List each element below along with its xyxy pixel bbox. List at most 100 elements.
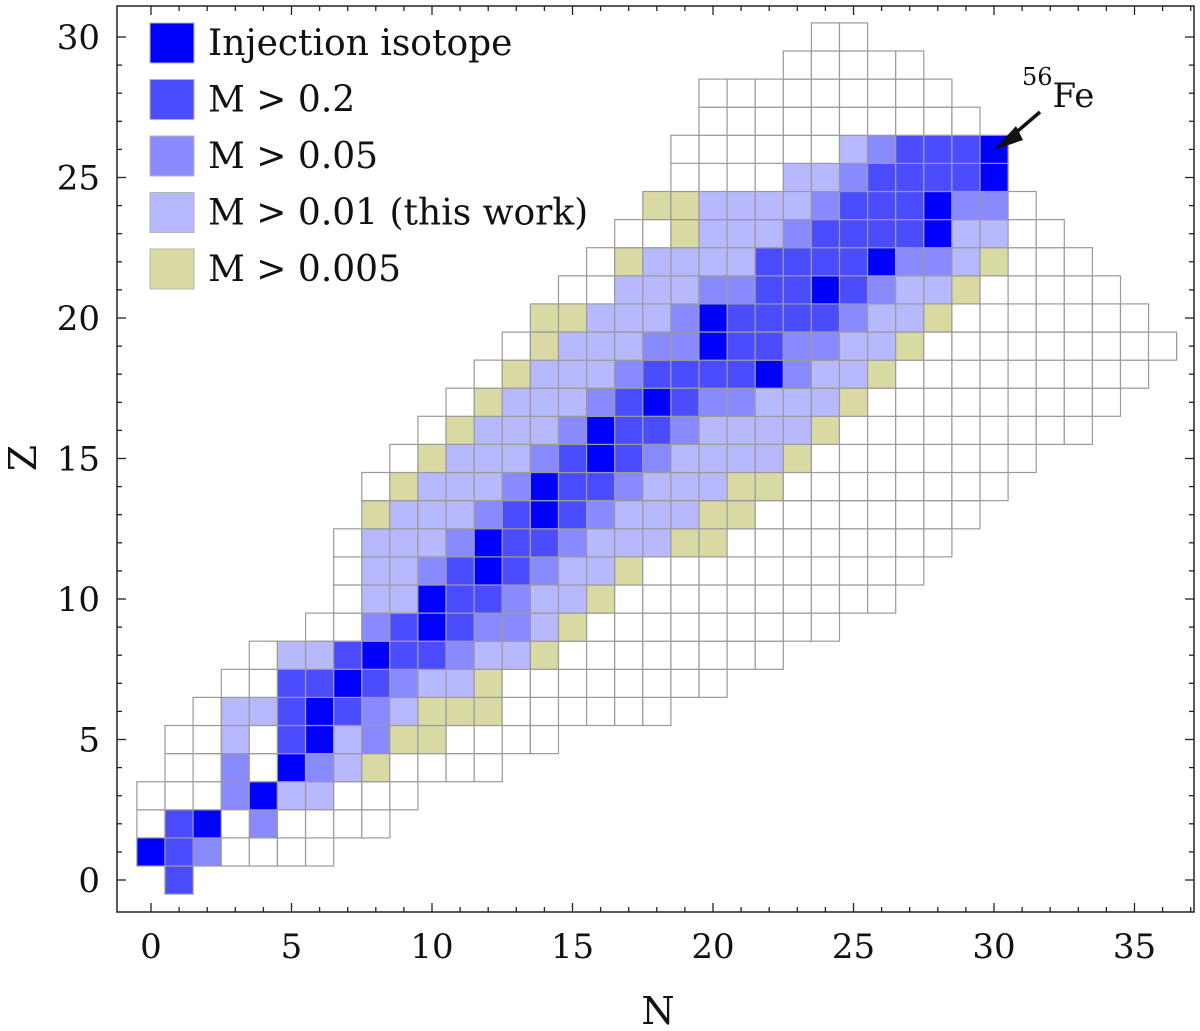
isotope-cell-none [866, 443, 897, 474]
legend-label: Injection isotope [208, 23, 512, 64]
isotope-cell-m02 [305, 668, 335, 698]
isotope-cell-none [951, 443, 981, 474]
isotope-cell-m0005 [614, 556, 644, 586]
isotope-cell-none [192, 781, 222, 811]
isotope-cell-injection [698, 331, 728, 361]
isotope-cell-m02 [614, 387, 644, 417]
isotope-cell-none [782, 106, 812, 136]
isotope-cell-none [501, 696, 531, 727]
legend-label: M > 0.01 (this work) [208, 193, 588, 234]
isotope-cell-m02 [782, 303, 812, 333]
isotope-cell-m001 [895, 303, 925, 333]
isotope-cell-none [220, 668, 251, 698]
isotope-cell-none [1119, 303, 1150, 333]
isotope-cell-m001 [670, 500, 700, 530]
isotope-cell-none [136, 781, 166, 811]
isotope-cell-none [951, 471, 981, 502]
isotope-cell-none [782, 471, 812, 502]
isotope-cell-m001 [698, 190, 728, 221]
isotope-cell-m005 [670, 303, 700, 333]
isotope-cell-m02 [726, 359, 756, 389]
isotope-cell-m0005 [866, 359, 897, 389]
isotope-cell-none [642, 219, 672, 249]
isotope-cell-none [445, 724, 475, 755]
legend-label: M > 0.05 [208, 136, 378, 177]
isotope-cell-none [1063, 415, 1094, 445]
isotope-cell-m0005 [417, 724, 447, 755]
isotope-cell-none [810, 612, 841, 642]
isotope-cell-none [951, 106, 981, 136]
isotope-cell-none [164, 781, 194, 811]
isotope-cell-m0005 [389, 471, 419, 502]
isotope-cell-m001 [501, 387, 531, 417]
annotation-element: Fe [1053, 76, 1095, 116]
x-tick-label: 35 [1113, 927, 1156, 967]
isotope-cell-m0005 [782, 443, 812, 474]
isotope-cell-m02 [276, 696, 307, 727]
isotope-cell-none [923, 106, 953, 136]
isotope-cell-m02 [557, 443, 588, 474]
isotope-cell-m02 [389, 640, 419, 670]
isotope-cell-none [417, 752, 447, 783]
isotope-cell-m02 [529, 528, 560, 558]
isotope-cell-m001 [220, 696, 251, 727]
isotope-cell-none [529, 696, 560, 727]
isotope-cell-m001 [838, 134, 869, 165]
y-tick-label: 30 [57, 18, 100, 58]
isotope-cell-none [1035, 331, 1065, 361]
isotope-cell-none [726, 162, 756, 193]
isotope-cell-injection [866, 247, 897, 277]
isotope-cell-m001 [361, 528, 391, 558]
isotope-cell-m001 [614, 331, 644, 361]
isotope-cell-m001 [951, 219, 981, 249]
x-tick-label: 0 [140, 927, 162, 967]
y-tick-label: 5 [78, 721, 100, 761]
isotope-cell-none [1063, 387, 1094, 417]
isotope-cell-none [810, 106, 841, 136]
isotope-cell-m001 [614, 303, 644, 333]
isotope-cell-none [501, 331, 531, 361]
isotope-cell-m001 [642, 303, 672, 333]
isotope-cell-m02 [642, 359, 672, 389]
isotope-cell-none [445, 387, 475, 417]
isotope-cell-m001 [529, 584, 560, 614]
isotope-cell-none [670, 162, 700, 193]
isotope-cell-none [810, 50, 841, 80]
isotope-cell-m0005 [810, 415, 841, 445]
isotope-cell-m02 [276, 668, 307, 698]
isotope-cell-m001 [979, 219, 1009, 249]
isotope-cell-none [754, 134, 784, 165]
isotope-cell-m001 [726, 219, 756, 249]
isotope-cell-none [614, 696, 644, 727]
isotope-cell-none [557, 668, 588, 698]
isotope-cell-m005 [501, 471, 531, 502]
isotope-cell-none [979, 275, 1009, 305]
isotope-cell-none [220, 837, 251, 867]
isotope-cell-m005 [220, 752, 251, 783]
isotope-cell-none [670, 668, 700, 698]
isotope-cell-injection [642, 387, 672, 417]
isotope-cell-m001 [557, 359, 588, 389]
isotope-cell-none [670, 556, 700, 586]
isotope-cell-m001 [501, 640, 531, 670]
isotope-cell-none [951, 500, 981, 530]
isotope-cell-m02 [501, 528, 531, 558]
isotope-cell-m001 [585, 556, 616, 586]
isotope-cell-none [614, 668, 644, 698]
isotope-cell-none [810, 528, 841, 558]
isotope-cell-m005 [501, 612, 531, 642]
isotope-cell-m005 [866, 134, 897, 165]
isotope-cell-none [1035, 359, 1065, 389]
isotope-cell-m001 [585, 331, 616, 361]
isotope-cell-m001 [642, 500, 672, 530]
isotope-cell-none [726, 584, 756, 614]
annotation-mass-number: 56 [1022, 63, 1053, 91]
isotope-cell-none [361, 781, 391, 811]
y-tick-label: 10 [57, 580, 100, 620]
isotope-cell-m0005 [557, 303, 588, 333]
isotope-cell-none [557, 696, 588, 727]
isotope-cell-none [1063, 275, 1094, 305]
isotope-cell-m02 [895, 219, 925, 249]
isotope-cell-m005 [838, 303, 869, 333]
isotope-cell-none [698, 584, 728, 614]
